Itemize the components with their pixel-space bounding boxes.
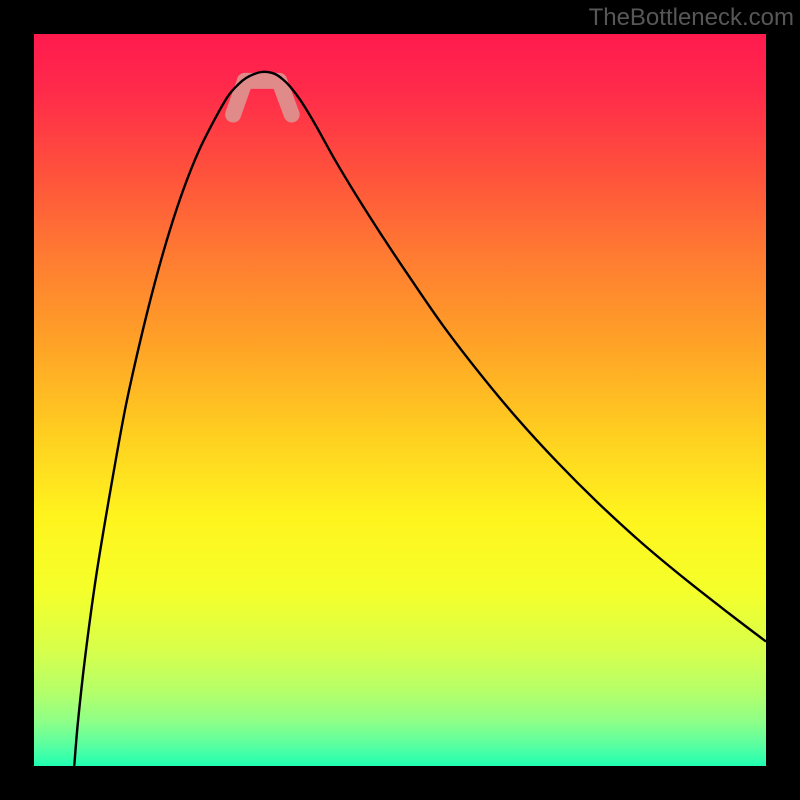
highlight-marker	[233, 81, 292, 115]
curve-layer	[34, 34, 766, 766]
bottleneck-curve	[74, 72, 766, 766]
plot-area	[34, 34, 766, 766]
watermark-text: TheBottleneck.com	[589, 4, 794, 32]
bottleneck-chart: TheBottleneck.com	[0, 0, 800, 800]
